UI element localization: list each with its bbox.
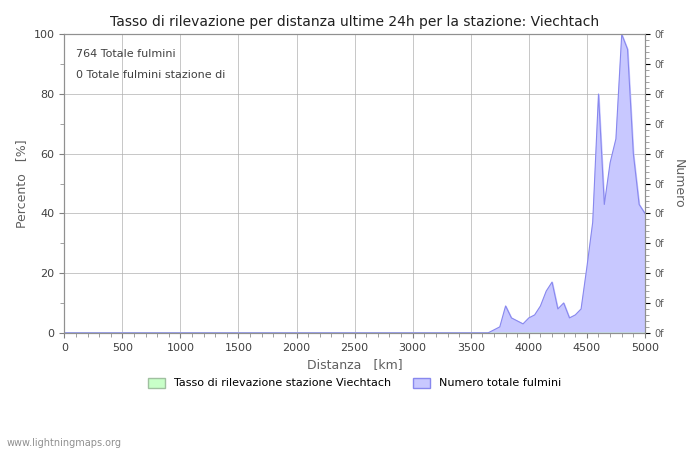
- Y-axis label: Numero: Numero: [672, 159, 685, 208]
- Title: Tasso di rilevazione per distanza ultime 24h per la stazione: Viechtach: Tasso di rilevazione per distanza ultime…: [110, 15, 599, 29]
- Legend: Tasso di rilevazione stazione Viechtach, Numero totale fulmini: Tasso di rilevazione stazione Viechtach,…: [144, 373, 566, 393]
- X-axis label: Distanza   [km]: Distanza [km]: [307, 358, 402, 371]
- Y-axis label: Percento   [%]: Percento [%]: [15, 139, 28, 228]
- Text: www.lightningmaps.org: www.lightningmaps.org: [7, 438, 122, 448]
- Text: 764 Totale fulmini: 764 Totale fulmini: [76, 49, 176, 59]
- Text: 0 Totale fulmini stazione di: 0 Totale fulmini stazione di: [76, 70, 225, 80]
